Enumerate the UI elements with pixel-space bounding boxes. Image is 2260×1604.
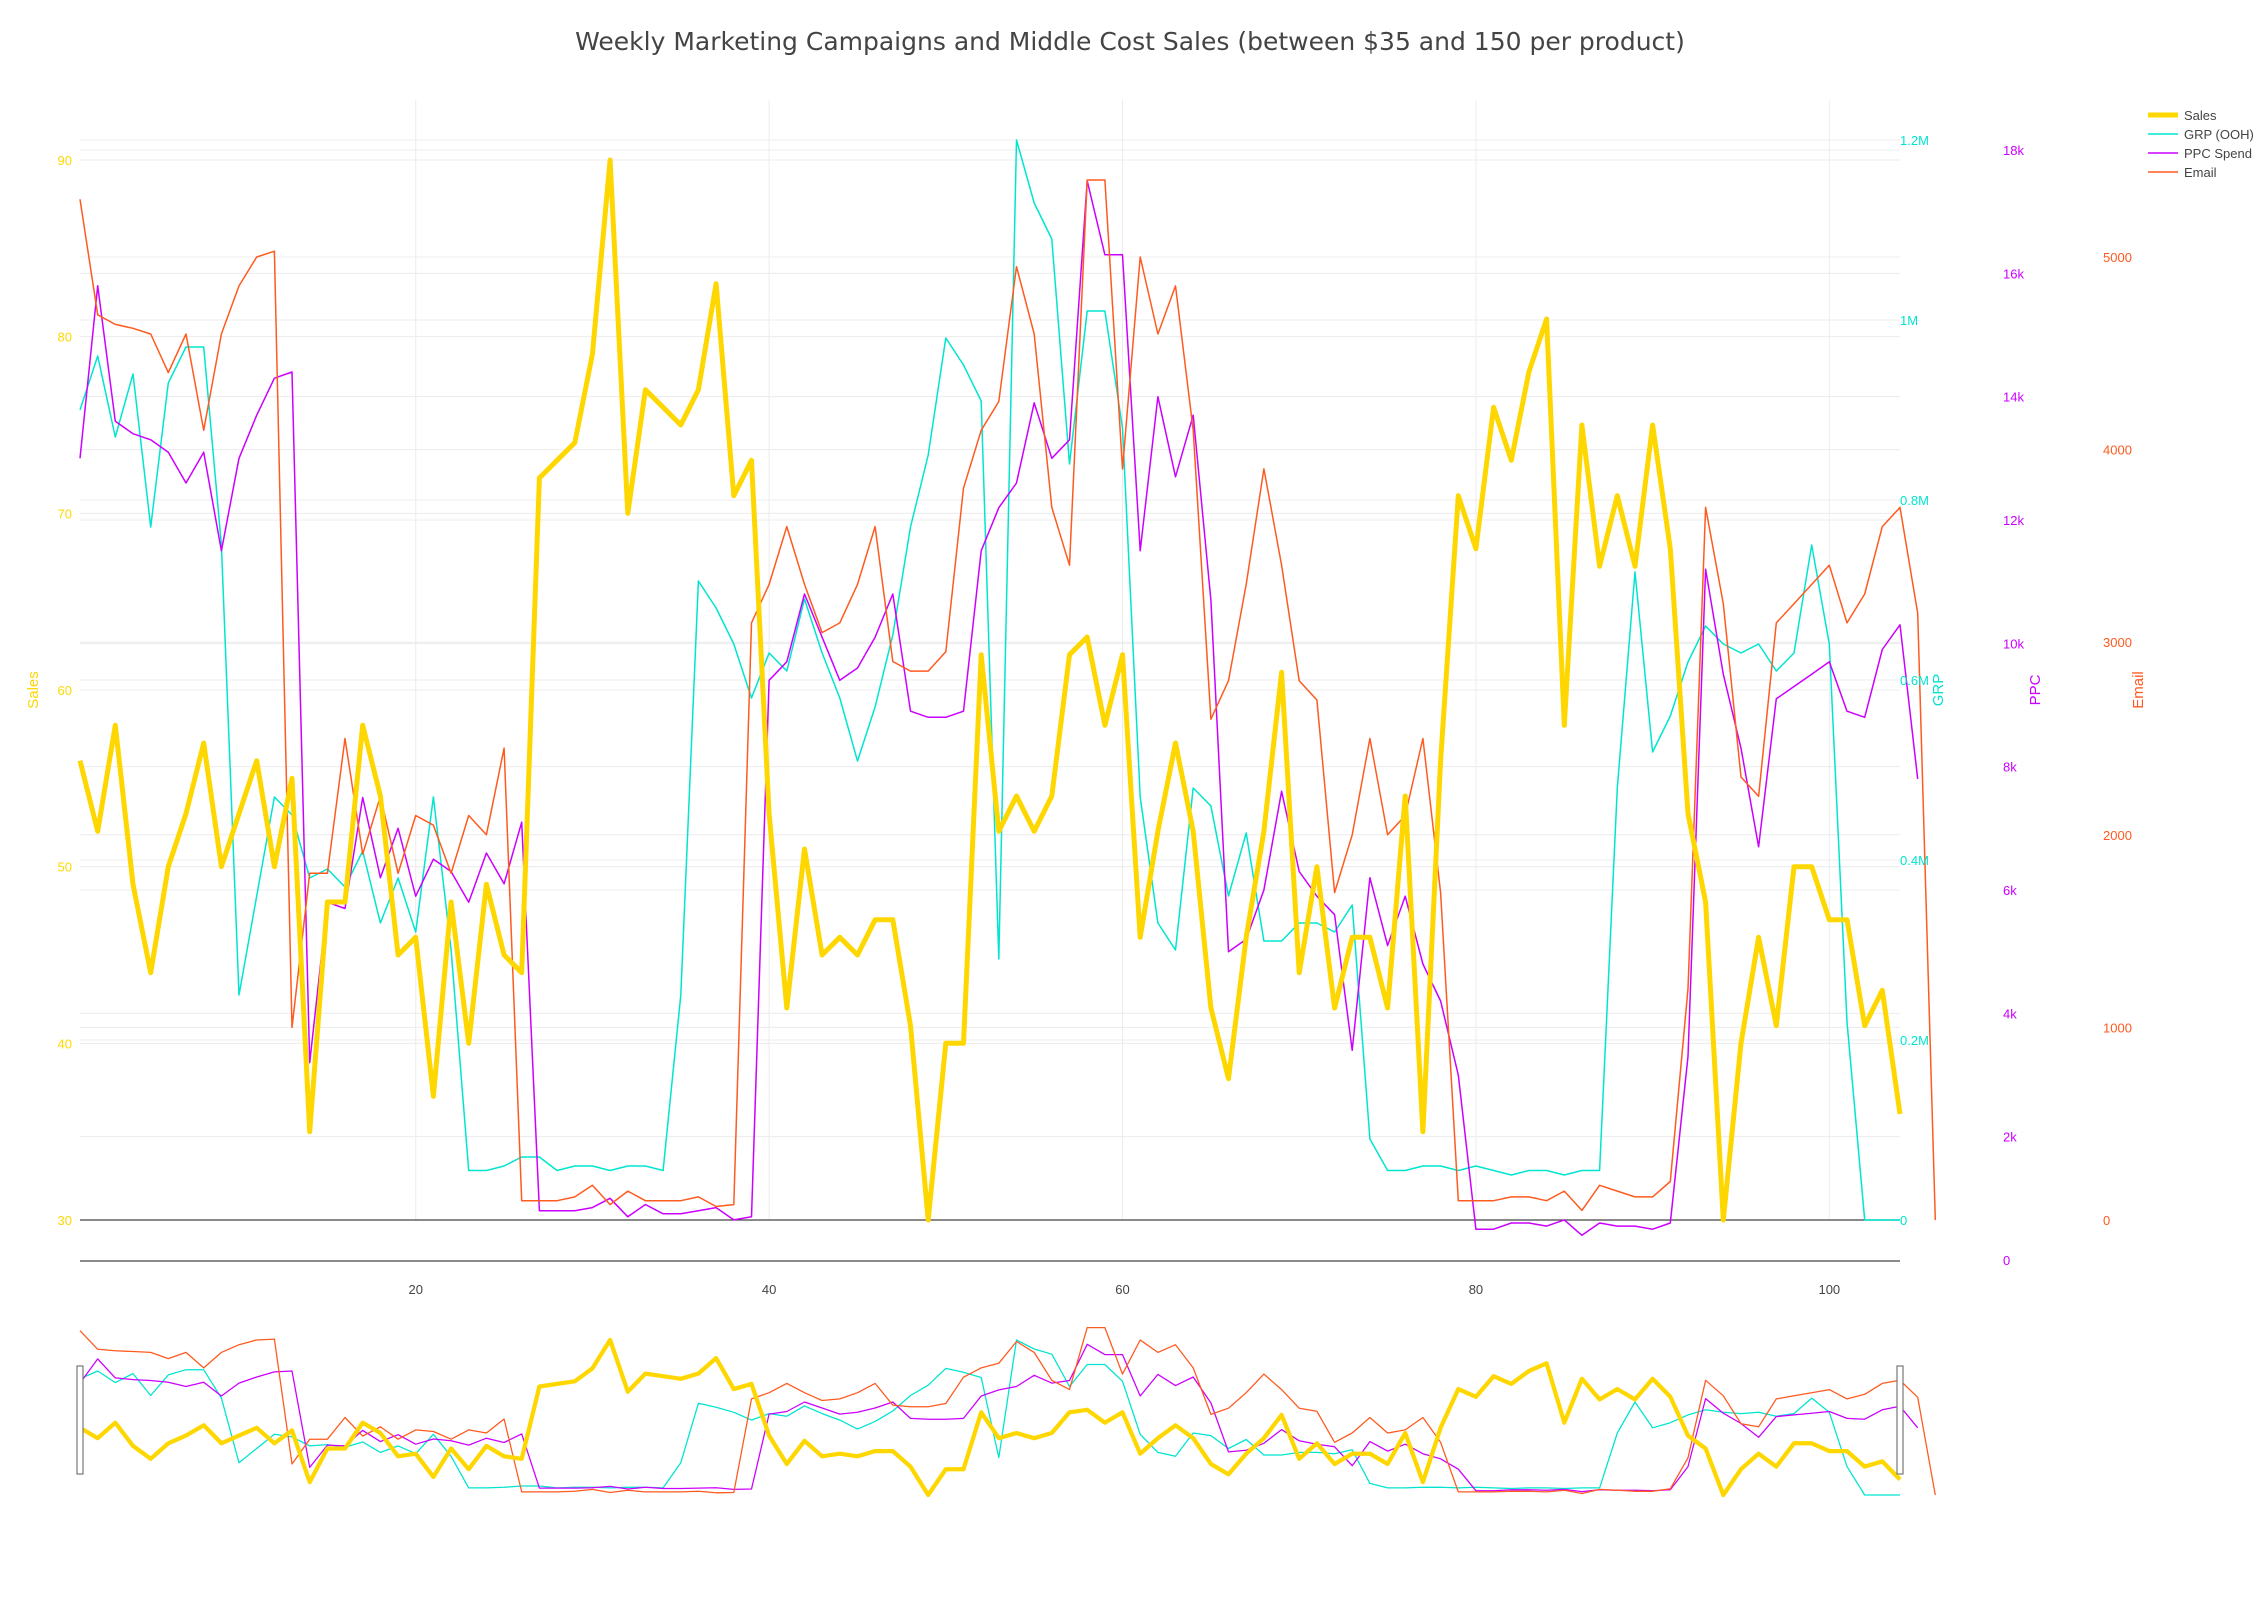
slider-series-line	[79, 1326, 1936, 1496]
legend-item[interactable]: Email	[2148, 165, 2217, 180]
y-tick-label-email: 0	[2103, 1213, 2110, 1228]
y-tick-label-sales: 60	[58, 683, 72, 698]
series-line-email	[79, 179, 1937, 1221]
x-tick-label: 40	[762, 1282, 776, 1297]
plot-area[interactable]	[77, 139, 1937, 1237]
y-tick-label-grp: 1.2M	[1900, 133, 1929, 148]
y-tick-label-sales: 40	[58, 1036, 72, 1051]
y-tick-label-email: 2000	[2103, 828, 2132, 843]
y-tick-label-ppc: 8k	[2003, 760, 2017, 775]
y-tick-label-grp: 0	[1900, 1213, 1907, 1228]
y-tick-label-sales: 50	[58, 860, 72, 875]
y-axis-title-ppc: PPC	[2027, 674, 2044, 705]
y-tick-label-grp: 0.4M	[1900, 853, 1929, 868]
grid-lines	[80, 100, 1900, 1262]
y-tick-label-email: 4000	[2103, 443, 2132, 458]
y-tick-label-grp: 0.6M	[1900, 673, 1929, 688]
y-tick-label-grp: 0.2M	[1900, 1033, 1929, 1048]
legend-label: Sales	[2184, 108, 2217, 123]
y-tick-label-email: 3000	[2103, 635, 2132, 650]
y-tick-label-ppc: 14k	[2003, 390, 2024, 405]
y-tick-label-sales: 70	[58, 506, 72, 521]
y-tick-label-ppc: 16k	[2003, 266, 2024, 281]
legend-label: PPC Spend	[2184, 146, 2252, 161]
range-slider-handle-right[interactable]	[1896, 1365, 1904, 1475]
y-axis-title-email: Email	[2130, 671, 2147, 709]
y-tick-label-sales: 30	[58, 1213, 72, 1228]
y-tick-label-ppc: 2k	[2003, 1130, 2017, 1145]
y-tick-label-ppc: 6k	[2003, 883, 2017, 898]
y-tick-label-ppc: 12k	[2003, 513, 2024, 528]
y-tick-label-ppc: 10k	[2003, 636, 2024, 651]
legend-item[interactable]: PPC Spend	[2148, 146, 2252, 161]
x-tick-label: 100	[1818, 1282, 1840, 1297]
x-tick-label: 20	[408, 1282, 422, 1297]
y-tick-label-ppc: 0	[2003, 1253, 2010, 1268]
y-tick-label-ppc: 4k	[2003, 1006, 2017, 1021]
range-slider-plot	[78, 1326, 1936, 1498]
slider-series-line	[78, 1337, 1902, 1498]
series-line-sales	[77, 157, 1903, 1223]
y-tick-label-grp: 1M	[1900, 313, 1918, 328]
slider-series-line	[79, 1343, 1919, 1493]
legend-label: Email	[2184, 165, 2217, 180]
series-line-ppc-spend	[79, 180, 1919, 1237]
chart-title: Weekly Marketing Campaigns and Middle Co…	[575, 27, 1685, 56]
y-tick-label-sales: 90	[58, 153, 72, 168]
axis-ticks: 20 40 60 80 100 30 40 50 60 70 80 90 0 0.2M 0.4M 0.6M 0.…	[58, 133, 2132, 1297]
y-tick-label-grp: 0.8M	[1900, 493, 1929, 508]
y-tick-label-sales: 80	[58, 330, 72, 345]
range-slider[interactable]	[76, 1326, 1936, 1498]
x-tick-label: 80	[1469, 1282, 1483, 1297]
legend-item[interactable]: GRP (OOH)	[2148, 127, 2254, 142]
x-tick-label: 60	[1115, 1282, 1129, 1297]
legend-item[interactable]: Sales	[2148, 108, 2217, 123]
series-line-grp-ooh	[79, 139, 1900, 1221]
legend[interactable]: Sales GRP (OOH) PPC Spend Email	[2148, 108, 2254, 180]
range-slider-handle-left[interactable]	[76, 1365, 84, 1475]
y-tick-label-email: 5000	[2103, 250, 2132, 265]
slider-series-line	[79, 1339, 1900, 1496]
y-tick-label-ppc: 18k	[2003, 143, 2024, 158]
y-axis-title-grp: GRP	[1930, 674, 1947, 707]
y-tick-label-email: 1000	[2103, 1020, 2132, 1035]
legend-label: GRP (OOH)	[2184, 127, 2254, 142]
y-axis-title-sales: Sales	[25, 671, 42, 709]
